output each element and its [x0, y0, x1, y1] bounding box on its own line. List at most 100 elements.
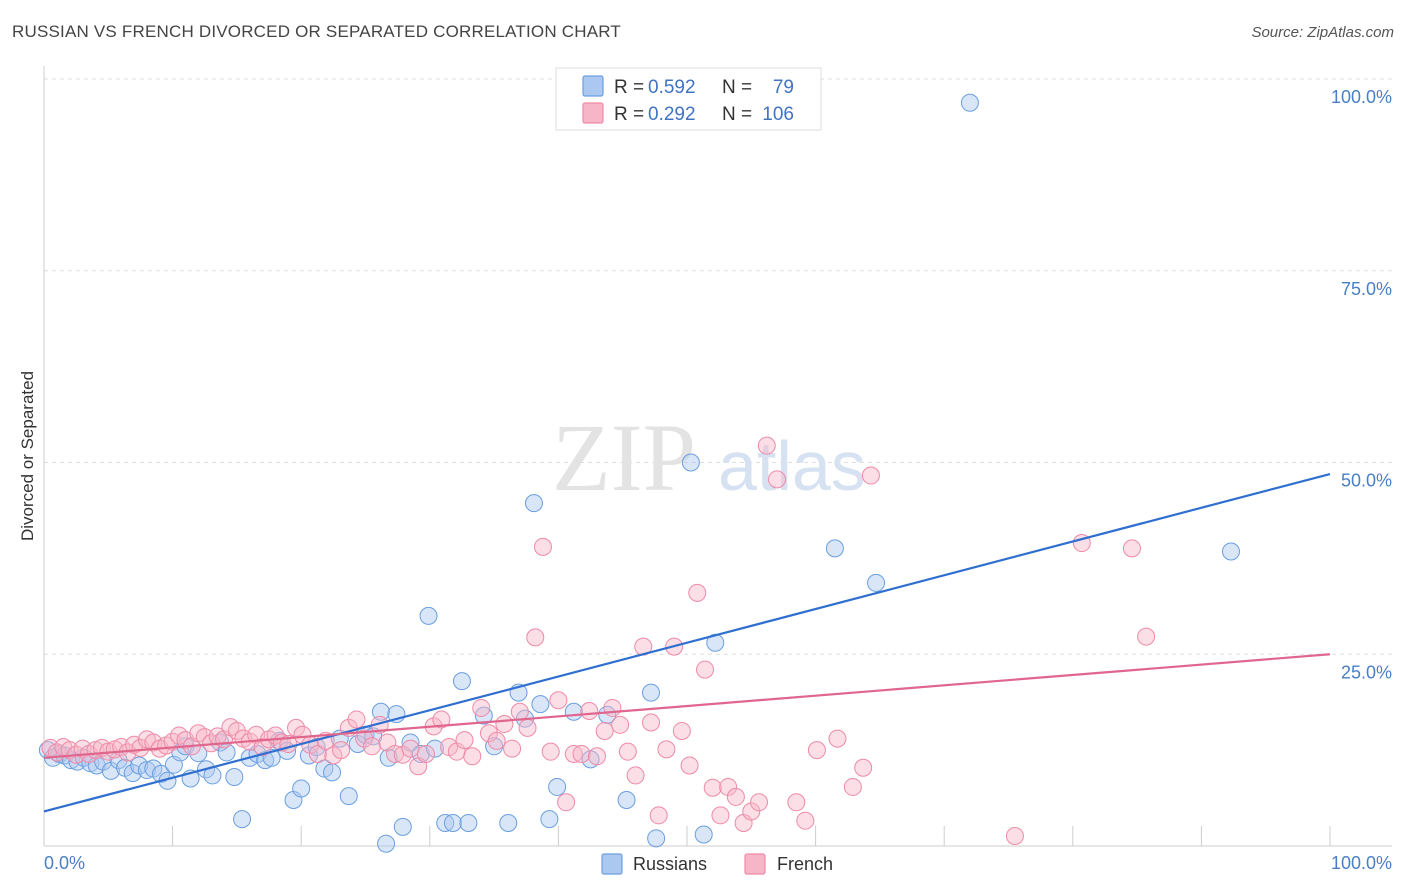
- data-point: [867, 573, 886, 592]
- bottom-legend-swatch-french: [744, 853, 766, 875]
- data-point: [750, 793, 769, 812]
- data-point: [861, 466, 880, 485]
- data-point: [672, 721, 691, 740]
- gridlines: [44, 78, 1392, 655]
- y-tick-labels: 25.0% 50.0% 75.0% 100.0%: [1331, 87, 1392, 682]
- data-point: [287, 718, 306, 737]
- data-point: [225, 767, 244, 786]
- data-point: [436, 813, 455, 832]
- data-point: [452, 672, 471, 691]
- data-point: [1005, 827, 1024, 846]
- data-point: [541, 742, 560, 761]
- data-point: [626, 766, 645, 785]
- data-point: [681, 453, 700, 472]
- data-point: [688, 583, 707, 602]
- data-point: [347, 710, 366, 729]
- watermark: ZIP atlas: [552, 404, 866, 511]
- data-point: [152, 764, 171, 783]
- data-point: [564, 702, 583, 721]
- legend-box: R = 0.592 N = 79 R = 0.292 N = 106: [555, 67, 822, 131]
- data-point: [323, 763, 342, 782]
- data-point: [459, 813, 478, 832]
- legend-r-label: R =: [614, 77, 644, 98]
- data-point: [503, 739, 522, 758]
- data-points: [38, 93, 1240, 853]
- data-point: [680, 756, 699, 775]
- data-point: [533, 537, 552, 556]
- x-tick-label-min: 0.0%: [44, 853, 85, 873]
- bottom-legend-label-french: French: [777, 854, 833, 874]
- data-point: [510, 702, 529, 721]
- data-point: [854, 758, 873, 777]
- data-point: [1122, 539, 1141, 558]
- legend-swatch-french: [582, 102, 604, 124]
- data-point: [828, 729, 847, 748]
- data-point: [649, 806, 668, 825]
- data-point: [495, 715, 514, 734]
- data-point: [371, 702, 390, 721]
- axes: [43, 66, 1392, 847]
- data-point: [377, 834, 396, 853]
- legend-n-label: N =: [722, 104, 752, 125]
- data-point: [170, 726, 189, 745]
- data-point: [432, 710, 451, 729]
- data-point: [787, 793, 806, 812]
- data-point: [419, 606, 438, 625]
- data-point: [641, 713, 660, 732]
- series-french: [41, 436, 1156, 846]
- data-point: [137, 761, 156, 780]
- data-point: [726, 787, 745, 806]
- legend-r-label: R =: [614, 104, 644, 125]
- data-point: [960, 93, 979, 112]
- source-credit: Source: ZipAtlas.com: [1251, 24, 1394, 41]
- data-point: [611, 715, 630, 734]
- data-point: [1137, 627, 1156, 646]
- data-point: [757, 436, 776, 455]
- legend-r-value: 0.292: [648, 104, 696, 125]
- data-point: [455, 731, 474, 750]
- data-point: [587, 747, 606, 766]
- watermark-zip: ZIP: [552, 404, 696, 511]
- data-point: [233, 810, 252, 829]
- legend-r-value: 0.592: [648, 77, 696, 98]
- data-point: [499, 813, 518, 832]
- y-tick-label: 100.0%: [1331, 87, 1392, 107]
- y-tick-label: 75.0%: [1341, 279, 1392, 299]
- data-point: [253, 738, 272, 757]
- data-point: [401, 739, 420, 758]
- data-point: [549, 691, 568, 710]
- data-point: [548, 777, 567, 796]
- data-point: [564, 744, 583, 763]
- data-point: [703, 778, 722, 797]
- legend-swatch-russians: [582, 75, 604, 97]
- y-tick-label: 50.0%: [1341, 471, 1392, 491]
- legend-n-value: 79: [773, 77, 794, 98]
- x-tick-label-max: 100.0%: [1331, 853, 1392, 873]
- chart-title: RUSSIAN VS FRENCH DIVORCED OR SEPARATED …: [12, 22, 621, 41]
- data-point: [1221, 542, 1240, 561]
- data-point: [641, 683, 660, 702]
- data-point: [292, 779, 311, 798]
- data-point: [825, 539, 844, 558]
- data-point: [463, 747, 482, 766]
- data-point: [443, 813, 462, 832]
- data-point: [425, 739, 444, 758]
- legend-n-value: 106: [762, 104, 794, 125]
- data-point: [487, 731, 506, 750]
- trend-lines: [43, 472, 1331, 813]
- data-point: [479, 724, 498, 743]
- data-point: [657, 740, 676, 759]
- data-point: [416, 744, 435, 763]
- x-ticks: [43, 826, 1331, 846]
- data-point: [711, 806, 730, 825]
- data-point: [768, 470, 787, 489]
- data-point: [526, 628, 545, 647]
- data-point: [393, 817, 412, 836]
- legend-n-label: N =: [722, 77, 752, 98]
- watermark-atlas: atlas: [718, 427, 866, 505]
- data-point: [796, 811, 815, 830]
- bottom-legend-swatch-russians: [601, 853, 623, 875]
- data-point: [355, 729, 374, 748]
- data-point: [227, 721, 246, 740]
